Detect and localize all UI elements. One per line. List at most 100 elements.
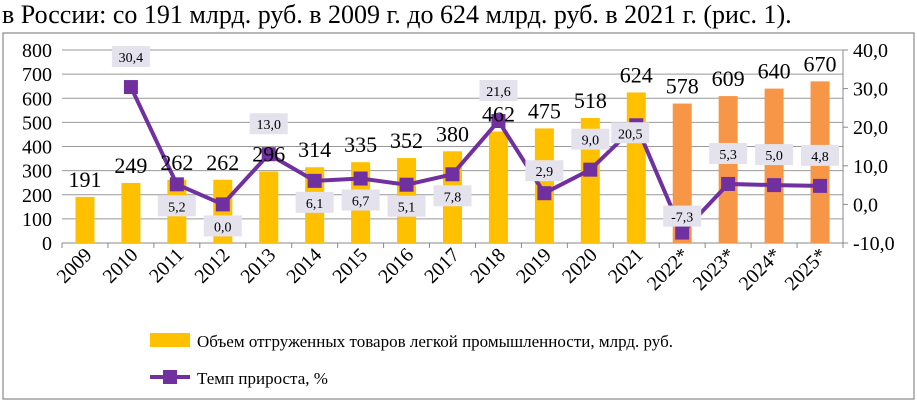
- legend-line-label: Темп прироста, %: [197, 369, 328, 388]
- growth-label-box: [709, 142, 748, 164]
- growth-marker: [261, 147, 276, 162]
- bar: [764, 88, 784, 243]
- growth-label-box: [571, 128, 610, 150]
- x-axis-label: 2016: [374, 244, 418, 288]
- left-axis-tick: 800: [22, 40, 52, 62]
- left-axis-tick: 700: [22, 64, 52, 86]
- right-axis-tick: 40,0: [853, 40, 888, 62]
- bar-value-label: 249: [114, 153, 147, 178]
- bar-value-label: 352: [390, 128, 423, 153]
- bar: [121, 182, 141, 243]
- bar-value-label: 335: [344, 132, 377, 157]
- growth-value-label: 5,1: [398, 201, 416, 216]
- growth-label-box: [341, 189, 380, 211]
- bar-value-label: 475: [528, 98, 561, 123]
- growth-marker: [675, 225, 690, 240]
- x-axis-label: 2019: [512, 244, 556, 288]
- bar: [259, 171, 279, 243]
- growth-value-label: 2,9: [536, 165, 554, 180]
- growth-value-label: 5,3: [719, 148, 737, 163]
- bar: [488, 131, 508, 243]
- legend-line-marker: [163, 370, 177, 384]
- growth-marker: [399, 177, 414, 192]
- growth-label-box: [525, 160, 564, 182]
- x-axis-label: 2015: [328, 244, 372, 288]
- x-axis-label: 2011: [145, 244, 188, 287]
- x-axis-label: 2010: [99, 244, 143, 288]
- left-axis-tick: 600: [22, 88, 52, 110]
- bar-value-label: 624: [620, 62, 653, 87]
- right-axis-tick: 0,0: [853, 194, 878, 216]
- bar-value-label: 609: [712, 66, 745, 91]
- left-axis-tick: 0: [42, 233, 52, 255]
- growth-value-label: 13,0: [256, 118, 281, 133]
- growth-label-box: [479, 80, 518, 102]
- growth-value-label: 7,8: [444, 190, 462, 205]
- document-text-line: в России: со 191 млрд. руб. в 2009 г. до…: [2, 0, 792, 29]
- x-axis-label: 2025*: [781, 244, 832, 295]
- growth-value-label: 5,0: [765, 149, 783, 164]
- x-axis-label: 2017: [420, 244, 464, 288]
- growth-marker: [215, 197, 230, 212]
- x-axis-label: 2013: [236, 244, 280, 288]
- left-axis-tick: 200: [22, 185, 52, 207]
- growth-value-label: 4,8: [811, 150, 829, 165]
- growth-marker: [123, 80, 138, 95]
- growth-marker: [767, 178, 782, 193]
- growth-label-box: [157, 195, 196, 217]
- left-axis-tick: 400: [22, 137, 52, 159]
- x-axis-label: 2021: [604, 244, 648, 288]
- legend-bar-label: Объем отгруженных товаров легкой промышл…: [197, 332, 673, 351]
- growth-label-box: [249, 113, 288, 135]
- left-axis-tick: 300: [22, 161, 52, 183]
- bar: [718, 96, 738, 243]
- growth-label-box: [755, 144, 794, 166]
- growth-value-label: 0,0: [214, 220, 232, 235]
- growth-value-label: 6,7: [352, 195, 370, 210]
- right-axis-tick: 30,0: [853, 79, 888, 101]
- x-axis-label: 2022*: [643, 244, 694, 295]
- x-axis-label: 2024*: [735, 244, 786, 295]
- right-axis-tick: 10,0: [853, 156, 888, 178]
- chart-frame: [2, 32, 915, 400]
- growth-label-box: [295, 191, 334, 213]
- left-axis-tick: 100: [22, 209, 52, 231]
- bar-value-label: 262: [160, 150, 193, 175]
- growth-marker: [353, 171, 368, 186]
- growth-value-label: 21,6: [486, 85, 511, 100]
- bar: [75, 196, 95, 243]
- x-axis-label: 2012: [190, 244, 234, 288]
- legend-bar-swatch: [150, 333, 190, 347]
- growth-marker: [169, 177, 184, 192]
- growth-marker: [537, 186, 552, 201]
- growth-marker: [445, 167, 460, 182]
- bar-value-label: 191: [68, 167, 101, 192]
- bar-value-label: 518: [574, 88, 607, 113]
- bar-value-label: 262: [206, 150, 239, 175]
- growth-marker: [307, 173, 322, 188]
- growth-label-box: [801, 144, 840, 166]
- bar-value-label: 314: [298, 137, 331, 162]
- left-axis-tick: 500: [22, 112, 52, 134]
- growth-value-label: 9,0: [582, 134, 600, 149]
- growth-marker: [491, 114, 506, 129]
- growth-label-box: [663, 205, 702, 227]
- growth-label-box: [111, 46, 150, 68]
- right-axis-tick: -10,0: [853, 233, 895, 255]
- bar-value-label: 640: [758, 59, 791, 84]
- growth-value-label: 6,1: [306, 197, 324, 212]
- x-axis-label: 2009: [53, 244, 97, 288]
- x-axis-label: 2018: [466, 244, 510, 288]
- growth-line: [129, 86, 821, 237]
- x-axis-label: 2023*: [689, 244, 740, 295]
- x-axis-label: 2020: [558, 244, 602, 288]
- bar: [534, 128, 554, 243]
- growth-label-box: [611, 122, 650, 144]
- bar-value-label: 296: [252, 142, 285, 167]
- growth-marker: [583, 162, 598, 177]
- bar-value-label: 578: [666, 74, 699, 99]
- bar-value-label: 462: [482, 102, 515, 127]
- bar-value-label: 380: [436, 121, 469, 146]
- growth-value-label: 20,5: [618, 127, 643, 142]
